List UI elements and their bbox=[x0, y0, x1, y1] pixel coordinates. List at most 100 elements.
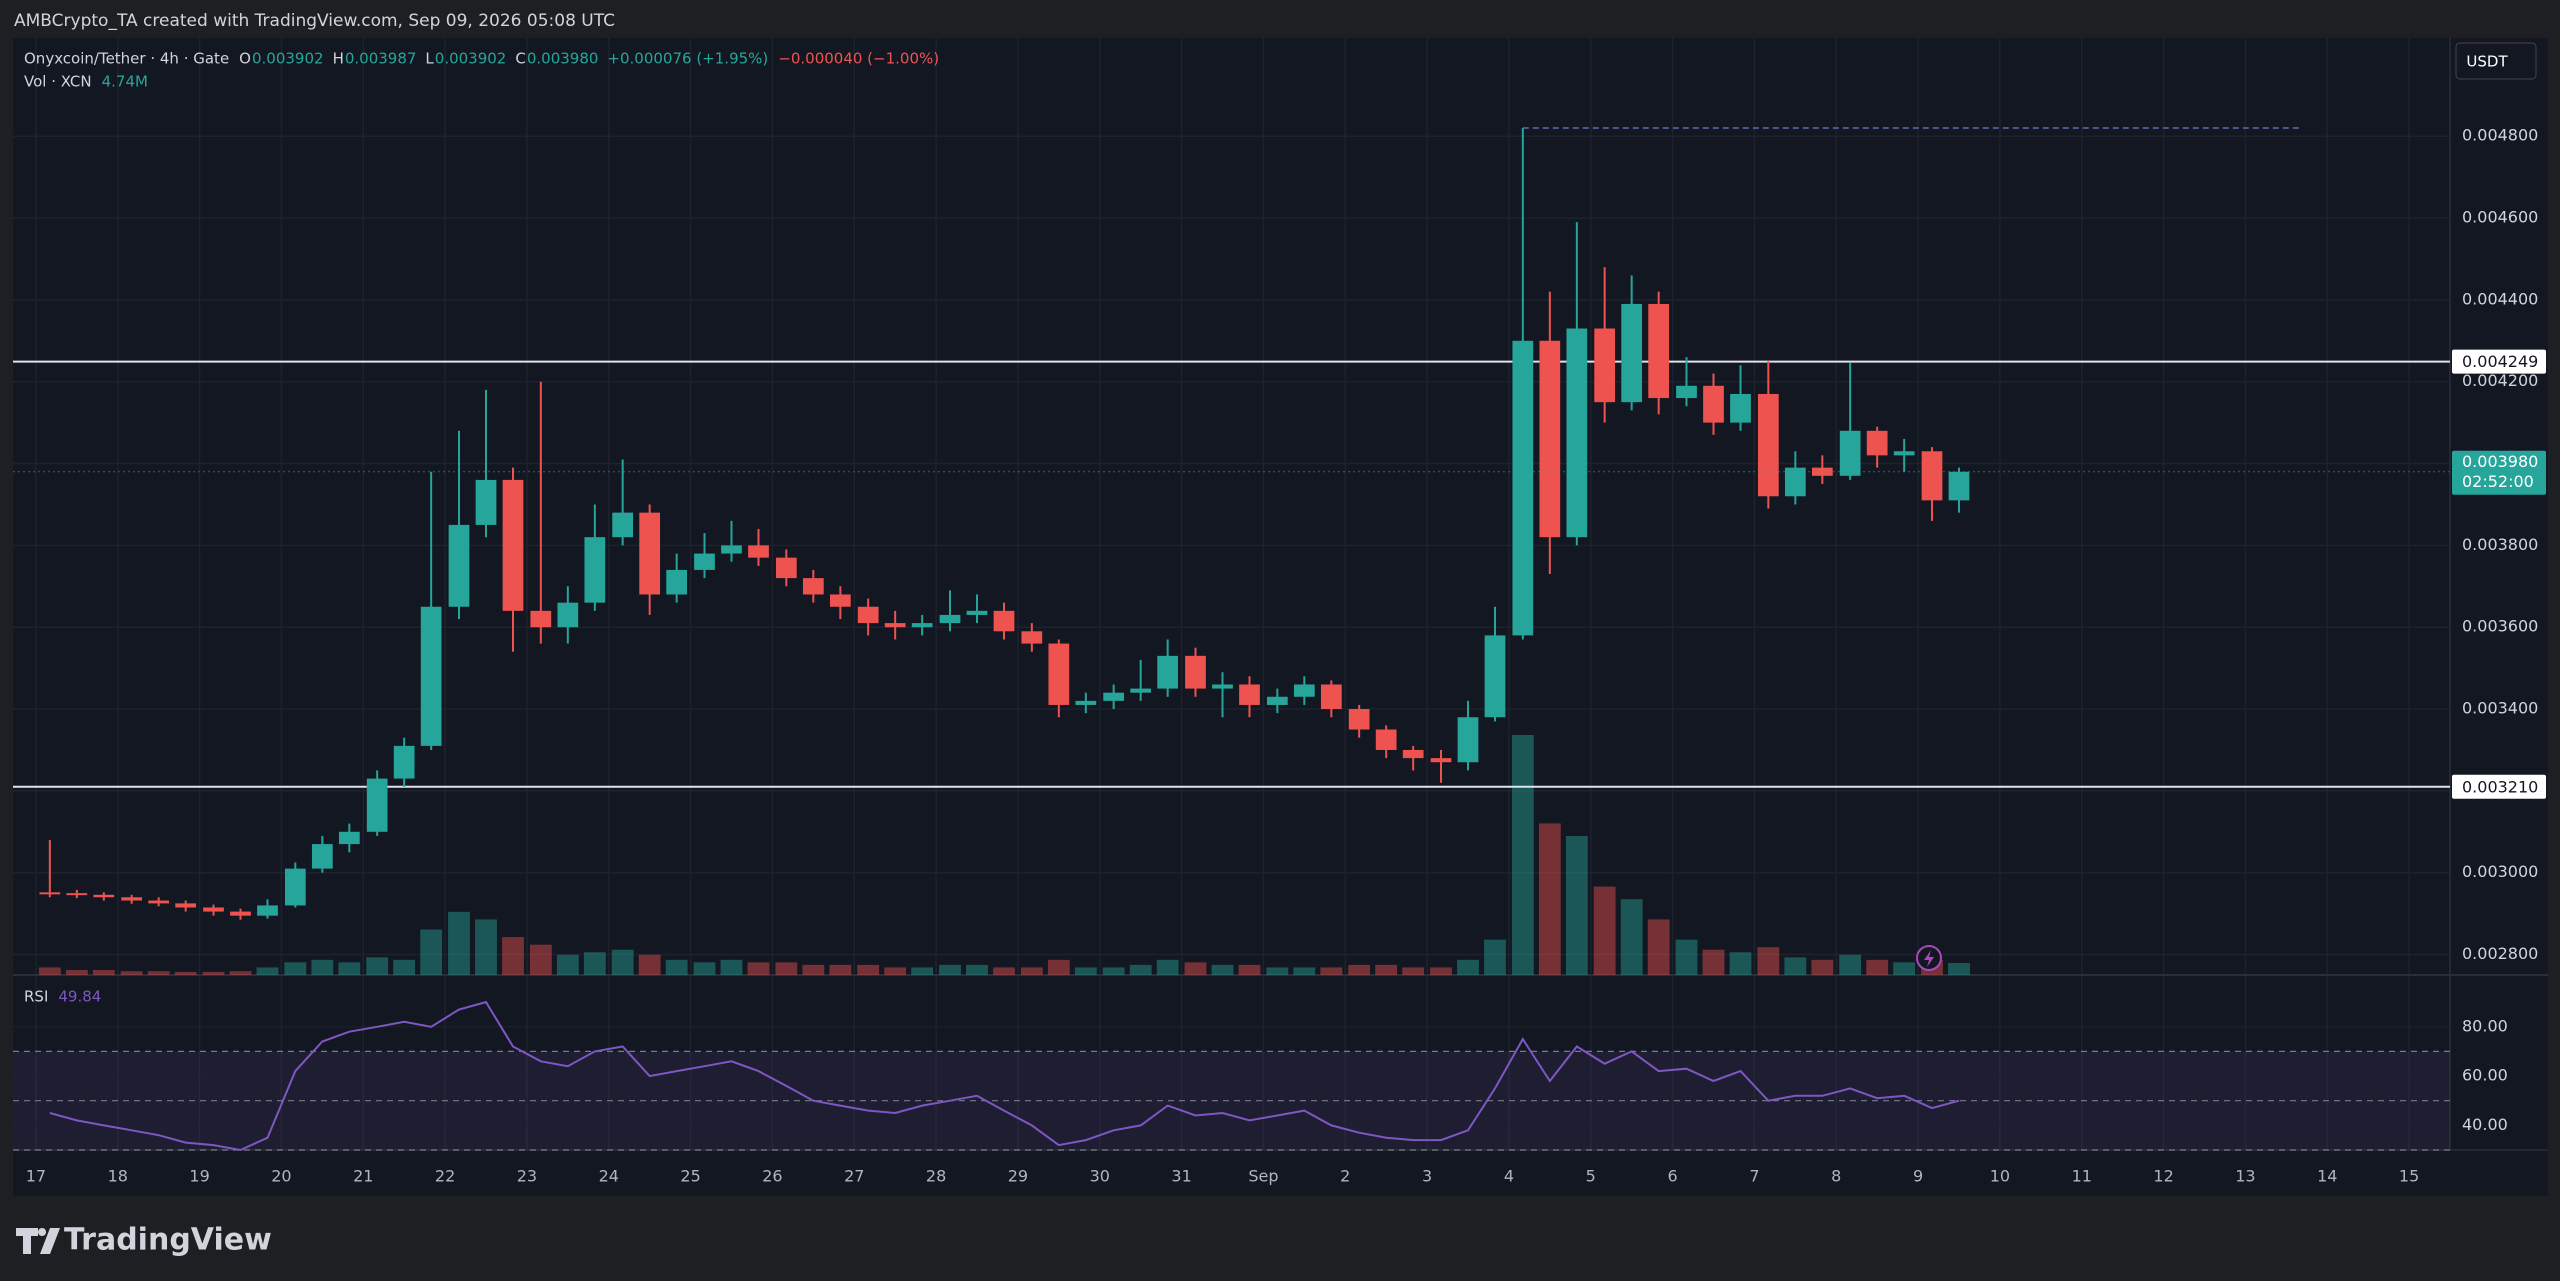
volume-bar bbox=[65, 969, 88, 975]
candle-body bbox=[1839, 430, 1861, 476]
candle-body bbox=[1239, 684, 1260, 705]
candle-body bbox=[557, 602, 579, 628]
candle-body bbox=[1103, 692, 1125, 701]
volume-bar bbox=[1811, 959, 1834, 975]
candle-body bbox=[639, 512, 661, 595]
volume-bar bbox=[1565, 836, 1588, 975]
candle-body bbox=[93, 894, 115, 898]
x-tick-label: 21 bbox=[353, 1167, 373, 1186]
volume-bar bbox=[1102, 967, 1125, 975]
volume-bar bbox=[338, 962, 361, 975]
candle-body bbox=[775, 557, 797, 579]
candle-body bbox=[666, 569, 688, 595]
volume-bar bbox=[475, 919, 497, 975]
candle-body bbox=[993, 610, 1015, 632]
candle-body bbox=[694, 553, 715, 570]
volume-bar bbox=[857, 964, 880, 975]
candle-body bbox=[1375, 729, 1397, 750]
legend-text: 4.74M bbox=[102, 73, 148, 91]
x-tick-label: 24 bbox=[599, 1167, 619, 1186]
candle-body bbox=[1348, 709, 1370, 730]
candle-body bbox=[1293, 684, 1315, 697]
volume-bar bbox=[556, 954, 579, 975]
x-tick-label: 22 bbox=[435, 1167, 455, 1186]
x-tick-label: 26 bbox=[762, 1167, 782, 1186]
candle-body bbox=[148, 900, 170, 904]
volume-bar bbox=[1647, 919, 1670, 975]
x-tick-label: 5 bbox=[1586, 1167, 1596, 1186]
candle-body bbox=[121, 897, 143, 901]
candle-body bbox=[475, 479, 497, 525]
candle-body bbox=[39, 892, 61, 895]
volume-bar bbox=[638, 954, 661, 975]
volume-bar bbox=[1702, 949, 1725, 975]
x-tick-label: 30 bbox=[1090, 1167, 1110, 1186]
candle-body bbox=[1648, 303, 1670, 399]
x-tick-label: 3 bbox=[1422, 1167, 1432, 1186]
level-label: 0.004249 bbox=[2462, 352, 2538, 371]
y-tick-label: 0.004800 bbox=[2462, 126, 2538, 145]
candle-body bbox=[420, 606, 442, 746]
volume-bar bbox=[1511, 735, 1534, 975]
legend-text: Onyxcoin/Tether · 4h · Gate bbox=[24, 50, 229, 68]
x-tick-label: 7 bbox=[1749, 1167, 1759, 1186]
rsi-line bbox=[49, 1000, 1960, 1152]
candle-body bbox=[748, 545, 769, 558]
candle-body bbox=[175, 903, 197, 908]
currency-label[interactable]: USDT bbox=[2466, 53, 2508, 71]
x-tick-label: 15 bbox=[2399, 1167, 2419, 1186]
candle-body bbox=[1266, 696, 1288, 705]
volume-bar bbox=[1211, 964, 1234, 975]
currency-button[interactable]: USDT bbox=[2455, 42, 2537, 80]
x-tick-label: 4 bbox=[1504, 1167, 1514, 1186]
volume-bar bbox=[1593, 886, 1616, 975]
countdown: 02:52:00 bbox=[2462, 472, 2534, 491]
last-price-box bbox=[2452, 450, 2546, 495]
x-tick-label: 10 bbox=[1990, 1167, 2010, 1186]
volume-bar bbox=[147, 971, 170, 975]
candle-body bbox=[230, 911, 251, 916]
candle-body bbox=[1676, 385, 1697, 399]
candle-body bbox=[1921, 451, 1943, 501]
currency-button-box[interactable] bbox=[2455, 42, 2537, 80]
candle-body bbox=[1539, 340, 1561, 538]
candle-body bbox=[1185, 655, 1206, 689]
volume-bar bbox=[38, 967, 61, 975]
candle-body bbox=[1402, 749, 1424, 759]
candle-body bbox=[1320, 684, 1342, 710]
volume-bar bbox=[229, 971, 252, 975]
candle-body bbox=[1212, 684, 1233, 689]
brand-icon bbox=[16, 1228, 60, 1254]
candle-body bbox=[966, 610, 988, 615]
volume-bar bbox=[720, 959, 743, 975]
volume-bar bbox=[256, 967, 279, 975]
x-tick-label: 31 bbox=[1171, 1167, 1191, 1186]
rsi-tick-label: 80.00 bbox=[2462, 1016, 2508, 1035]
y-tick-label: 0.004400 bbox=[2462, 289, 2538, 308]
candle-body bbox=[584, 537, 606, 603]
candle-body bbox=[612, 512, 634, 538]
legend-text: +0.000076 (+1.95%) bbox=[607, 50, 768, 68]
legend-text: 0.003902 bbox=[252, 50, 324, 68]
legend-text: 0.003987 bbox=[345, 50, 417, 68]
candle-body bbox=[829, 594, 851, 607]
volume-bar bbox=[993, 967, 1015, 975]
candle-body bbox=[502, 479, 524, 611]
volume-bar bbox=[502, 937, 524, 975]
x-tick-label: Sep bbox=[1248, 1167, 1278, 1186]
alert-icon[interactable] bbox=[1916, 945, 1942, 971]
volume-bar bbox=[420, 929, 443, 975]
volume-bar bbox=[802, 964, 825, 975]
volume-bar bbox=[1375, 964, 1398, 975]
alert-bolt[interactable] bbox=[1924, 950, 1934, 967]
x-tick-label: 23 bbox=[517, 1167, 537, 1186]
volume-bar bbox=[775, 962, 798, 975]
last-price-label: 0.003980 bbox=[2462, 452, 2538, 471]
volume-bar bbox=[939, 964, 961, 975]
x-tick-label: 9 bbox=[1913, 1167, 1923, 1186]
volume-bar bbox=[1675, 939, 1698, 975]
level-label-box bbox=[2452, 774, 2546, 799]
y-tick-label: 0.002800 bbox=[2462, 944, 2538, 963]
x-tick-label: 17 bbox=[26, 1167, 46, 1186]
x-tick-label: 2 bbox=[1340, 1167, 1350, 1186]
